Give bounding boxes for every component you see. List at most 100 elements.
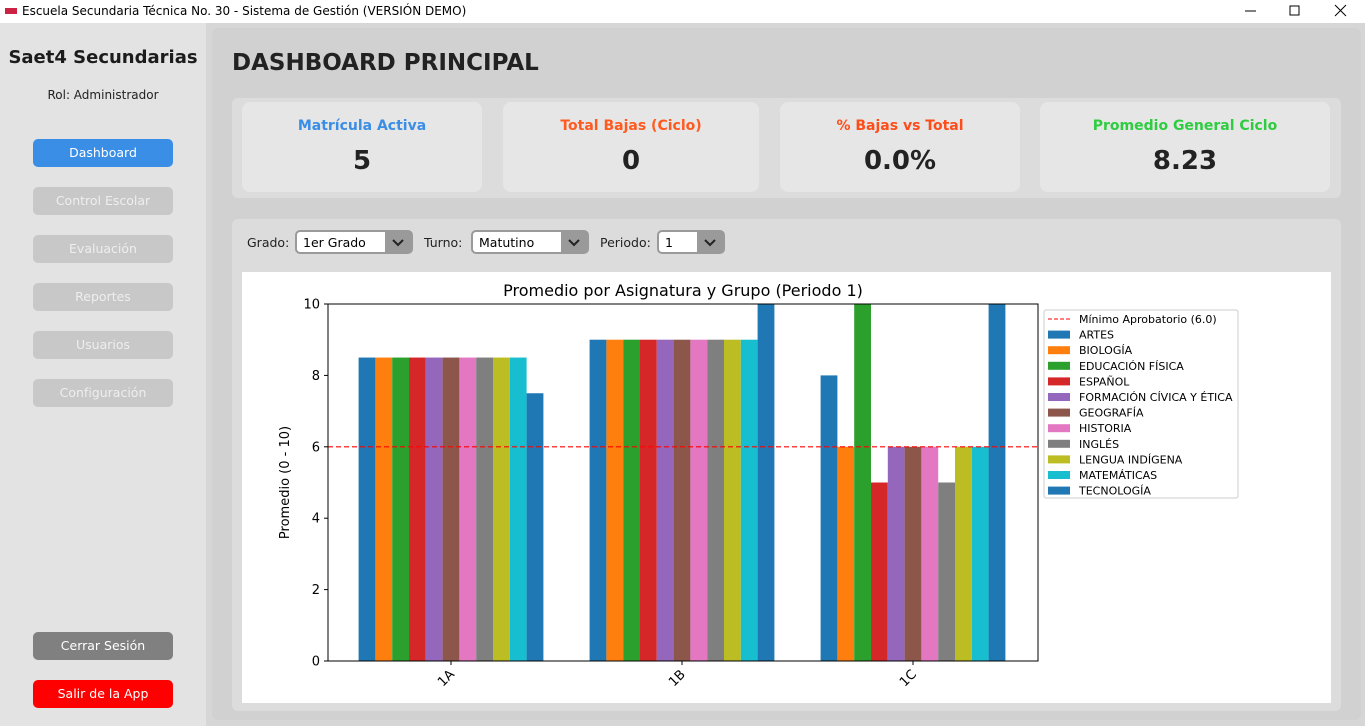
legend-label: FORMACIÓN CÍVICA Y ÉTICA [1079, 391, 1233, 404]
filter-label: Turno: [424, 235, 463, 250]
legend-swatch [1048, 424, 1070, 433]
dropdown-arrow[interactable] [385, 232, 411, 252]
legend-label: MATEMÁTICAS [1079, 469, 1157, 482]
dropdown-value: Matutino [479, 235, 535, 250]
dropdown[interactable]: 1er Grado [295, 230, 413, 254]
bar [837, 446, 855, 661]
menu-button[interactable]: Evaluación [33, 235, 173, 263]
card-value: 0.0% [863, 146, 937, 176]
card-label: Promedio General Ciclo [1092, 118, 1278, 134]
bar [955, 446, 972, 661]
bar [442, 357, 460, 661]
stat-card: % Bajas vs Total 0.0% [780, 102, 1020, 192]
bar [921, 446, 939, 661]
card-value: 5 [352, 146, 372, 176]
app-name: Saet4 Secundarias [8, 47, 198, 68]
legend-label: TECNOLOGÍA [1078, 485, 1151, 498]
bar [623, 339, 640, 661]
legend-swatch [1048, 361, 1070, 370]
legend-label: ARTES [1079, 329, 1114, 342]
legend-box [1043, 309, 1239, 499]
stat-card: Total Bajas (Ciclo) 0 [503, 102, 759, 192]
bar [589, 339, 607, 661]
dropdown-arrow[interactable] [697, 232, 723, 252]
logout-button[interactable]: Cerrar Sesión [33, 632, 173, 660]
x-tick-label: 1B [666, 667, 689, 690]
chevron [568, 239, 580, 247]
bar [526, 393, 544, 661]
chart-title: Promedio por Asignatura y Grupo (Periodo… [503, 281, 863, 300]
menu-button[interactable]: Reportes [33, 283, 173, 311]
menu-button[interactable]: Control Escolar [33, 187, 173, 215]
bar [887, 446, 905, 661]
card-label: Matrícula Activa [297, 118, 427, 134]
legend-swatch [1048, 377, 1070, 386]
x-tick-label: 1A [435, 667, 458, 690]
legend-swatch [1048, 471, 1070, 479]
legend-label: BIOLOGÍA [1079, 344, 1133, 357]
app-icon [5, 8, 17, 14]
card-value: 0 [621, 146, 641, 176]
dropdown-value: 1er Grado [303, 235, 366, 250]
maximize[interactable] [1289, 5, 1300, 16]
bar [757, 304, 775, 661]
legend-label: HISTORIA [1079, 422, 1132, 435]
axes-frame [327, 303, 1039, 662]
chevron [392, 239, 404, 247]
legend-label: LENGUA INDÍGENA [1079, 453, 1183, 466]
bar [673, 339, 691, 661]
window-title: Escuela Secundaria Técnica No. 30 - Sist… [22, 4, 467, 18]
sidebar: Saet4 Secundarias Rol: Administrador Das… [0, 23, 206, 726]
dropdown[interactable]: Matutino [471, 230, 589, 254]
bar [871, 482, 888, 661]
card-label: Total Bajas (Ciclo) [560, 118, 702, 134]
title-bar: Escuela Secundaria Técnica No. 30 - Sist… [0, 0, 1365, 23]
legend-swatch [1048, 439, 1070, 448]
menu-button[interactable]: Dashboard [33, 139, 173, 167]
legend-swatch [1048, 455, 1070, 464]
filter-label: Periodo: [600, 235, 651, 250]
exit-button[interactable]: Salir de la App [33, 680, 173, 708]
legend-label: INGLÉS [1079, 438, 1119, 451]
stat-card: Matrícula Activa 5 [242, 102, 482, 192]
close[interactable] [1334, 4, 1347, 17]
bar [409, 357, 426, 661]
y-tick-label: 0 [312, 655, 320, 670]
card-value: 8.23 [1152, 146, 1218, 176]
window-controls [1245, 4, 1347, 17]
bar [854, 304, 871, 661]
y-tick-label: 4 [312, 512, 320, 527]
bar [938, 482, 955, 661]
dropdown[interactable]: 1 [657, 230, 725, 254]
bar [392, 357, 409, 661]
bar [358, 357, 376, 661]
bar [476, 357, 493, 661]
bar [988, 304, 1006, 661]
menu-button[interactable]: Usuarios [33, 331, 173, 359]
bar [971, 446, 989, 661]
dropdown-arrow[interactable] [561, 232, 587, 252]
page-title: DASHBOARD PRINCIPAL [232, 50, 539, 76]
legend-swatch [1048, 408, 1070, 417]
legend-swatch [1048, 346, 1070, 355]
card-label: % Bajas vs Total [836, 118, 964, 134]
legend-label: GEOGRAFÍA [1079, 407, 1144, 420]
bar [459, 357, 477, 661]
menu-button[interactable]: Configuración [33, 379, 173, 407]
y-tick-label: 10 [303, 298, 320, 313]
bar [493, 357, 510, 661]
role: Rol: Administrador [47, 88, 159, 102]
stat-card: Promedio General Ciclo 8.23 [1040, 102, 1330, 192]
legend-swatch [1048, 393, 1070, 401]
dropdown-value: 1 [665, 235, 673, 250]
y-tick-label: 8 [312, 369, 320, 384]
filter-label: Grado: [247, 235, 290, 250]
y-axis-label: Promedio (0 - 10) [278, 426, 293, 539]
chevron [704, 239, 716, 247]
bar [640, 339, 657, 661]
bar [724, 339, 741, 661]
bar [606, 339, 624, 661]
chart: Promedio por Asignatura y Grupo (Periodo… [242, 272, 1331, 703]
bar [375, 357, 393, 661]
